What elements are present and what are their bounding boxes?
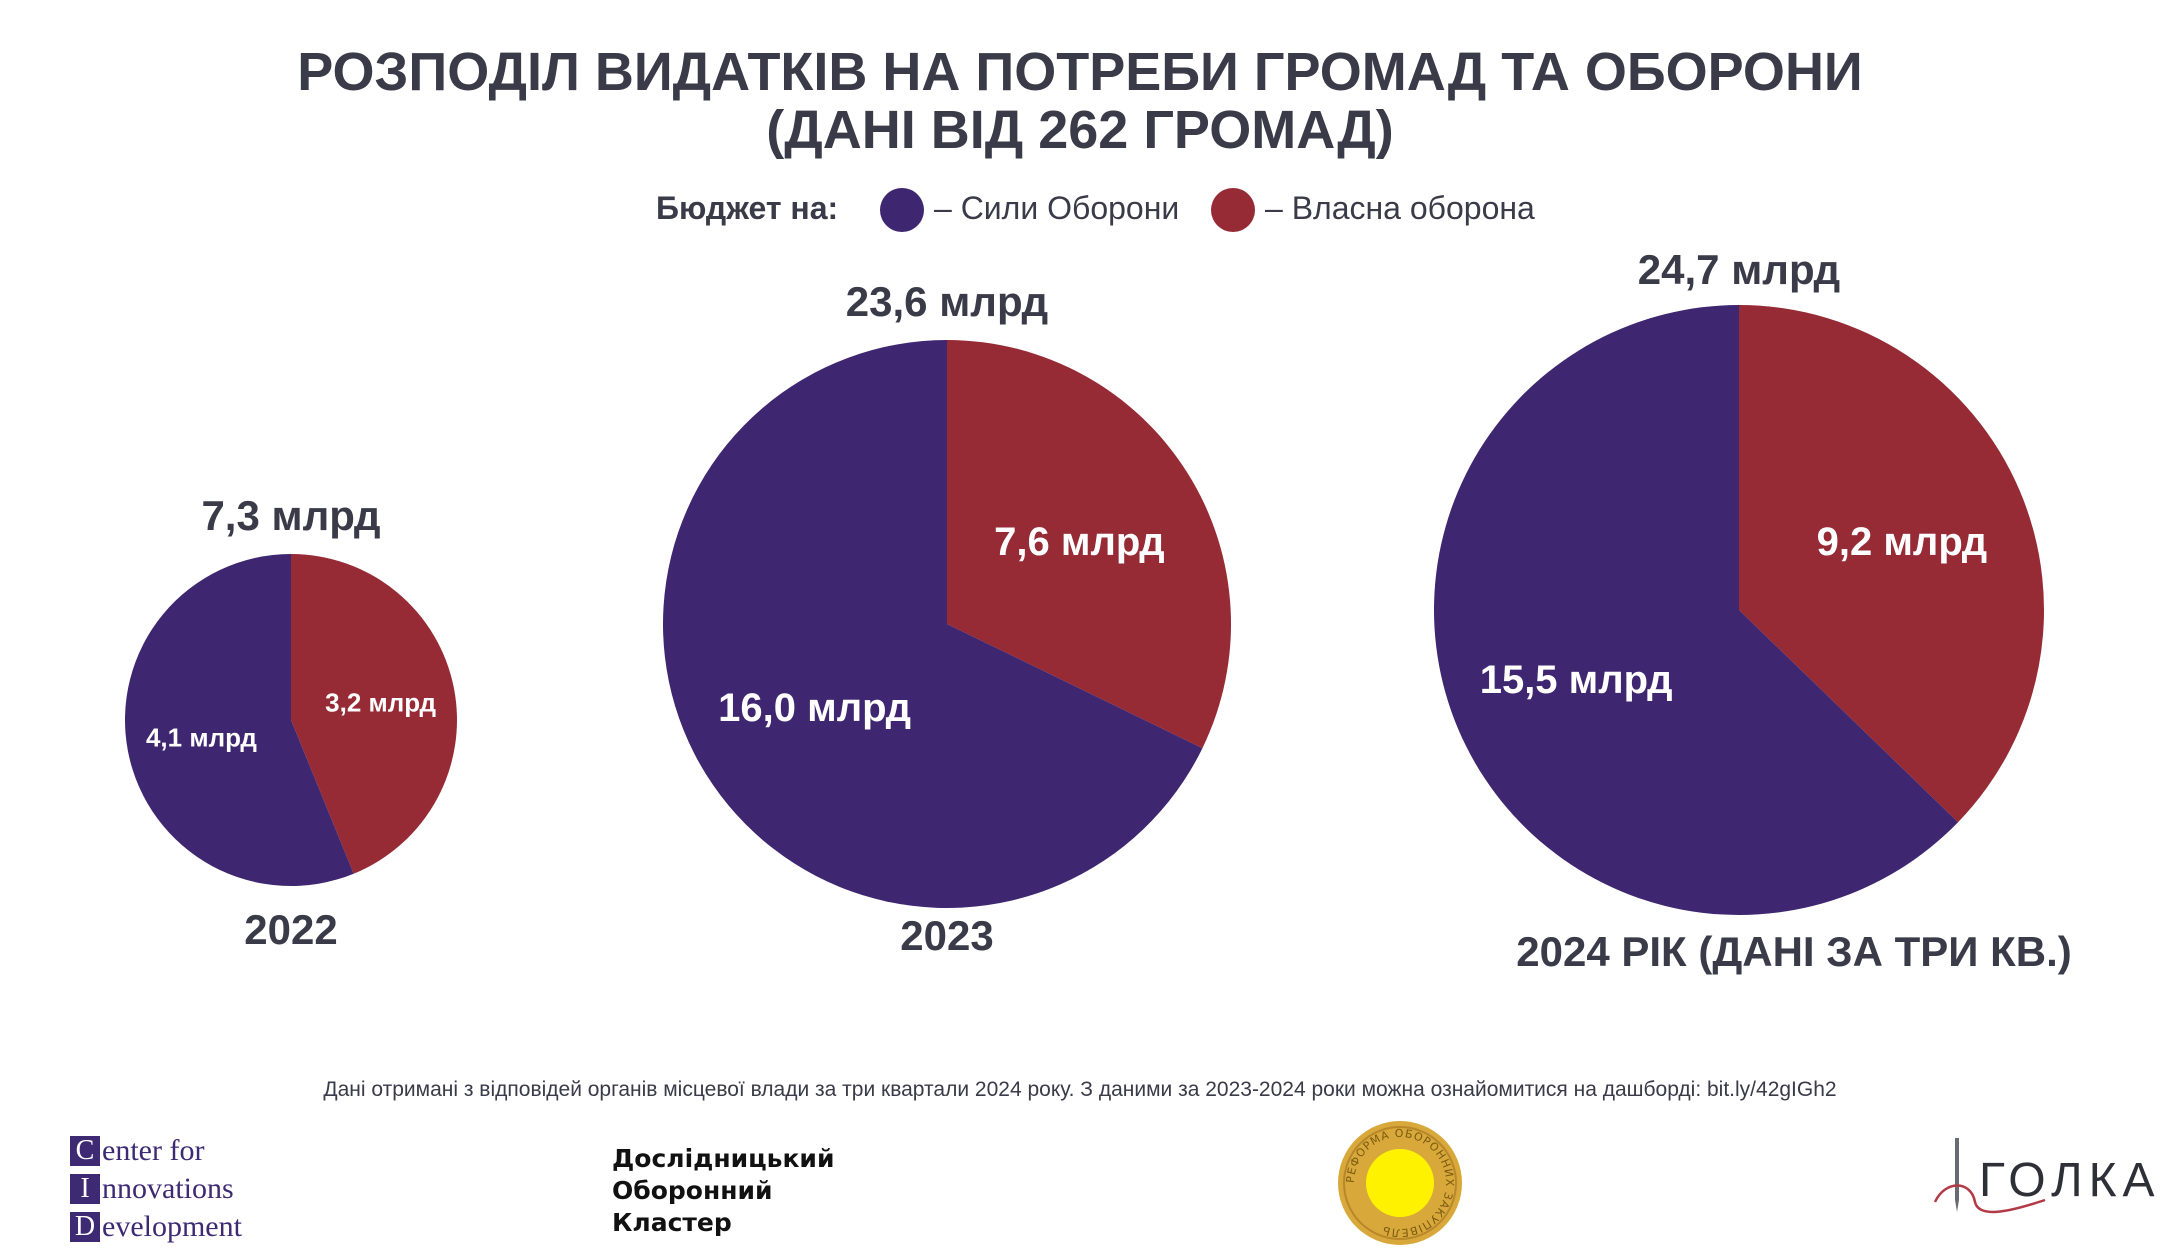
legend: Бюджет на: – Сили Оборони – Власна оборо… [0,180,2160,240]
cluster-line: Дослідницький [612,1144,835,1173]
pie-year-label: 2022 [244,906,337,953]
chart-title-line-2: (ДАНІ ВІД 262 ГРОМАД) [766,100,1394,160]
holka-wordmark: ГОЛКА [1979,1154,2155,1207]
legend-label-self-defense: – Власна оборона [1265,190,1535,226]
procurement-reform-seal-logo: РЕФОРМА ОБОРОННИХ ЗАКУПІВЕЛЬ [1338,1121,1462,1245]
slice-value-label: 4,1 млрд [146,723,257,753]
slice-value-label: 16,0 млрд [718,686,911,730]
seal-center [1366,1149,1434,1217]
slice-armed-forces [662,340,1203,908]
defense-cluster-logo: Дослідницький Оборонний Кластер [612,1143,834,1239]
slice-value-label: 3,2 млрд [325,688,436,718]
slice-value-label: 7,6 млрд [994,520,1165,564]
cluster-line: Оборонний [612,1176,773,1205]
pie-year-label: 2024 РІК (ДАНІ ЗА ТРИ КВ.) [1516,928,2071,975]
pie-total-label: 7,3 млрд [201,492,380,539]
legend-label-armed-forces: – Сили Оборони [934,190,1180,226]
pie-year-label: 2023 [900,912,993,959]
cid-letter: D [70,1212,100,1242]
pie-chart-0: 3,2 млрд 4,1 млрд 7,3 млрд 2022 [124,492,457,953]
needle-icon [1955,1138,1959,1212]
cid-word: evelopment [102,1210,242,1243]
slice-self-defense [947,340,1231,749]
slice-value-label: 15,5 млрд [1480,658,1673,702]
pie-total-label: 24,7 млрд [1638,246,1840,293]
legend-swatch-armed-forces [880,188,924,232]
slice-self-defense [1739,305,2044,823]
legend-swatch-self-defense [1211,188,1255,232]
holka-logo: ГОЛКА [1933,1138,2155,1214]
slice-value-label: 9,2 млрд [1817,520,1988,564]
cid-word: enter for [102,1134,205,1167]
slice-armed-forces [1433,305,1959,915]
pie-chart-2: 9,2 млрд 15,5 млрд 24,7 млрд 2024 РІК (ДАНІ… [1433,246,2072,975]
cid-word: nnovations [102,1172,234,1205]
pie-total-label: 23,6 млрд [846,278,1048,325]
slice-self-defense [291,554,457,874]
cid-letter: C [70,1136,100,1166]
chart-title-line-1: РОЗПОДІЛ ВИДАТКІВ НА ПОТРЕБИ ГРОМАД ТА О… [297,42,1863,102]
slice-armed-forces [124,554,354,886]
cid-letter: I [70,1174,100,1204]
legend-prefix: Бюджет на: [656,190,839,226]
thread-icon [1933,1184,2046,1214]
cluster-line: Кластер [612,1208,732,1237]
pie-chart-1: 7,6 млрд 16,0 млрд 23,6 млрд 2023 [662,278,1231,959]
footnote: Дані отримані з відповідей органів місце… [323,1078,1837,1101]
